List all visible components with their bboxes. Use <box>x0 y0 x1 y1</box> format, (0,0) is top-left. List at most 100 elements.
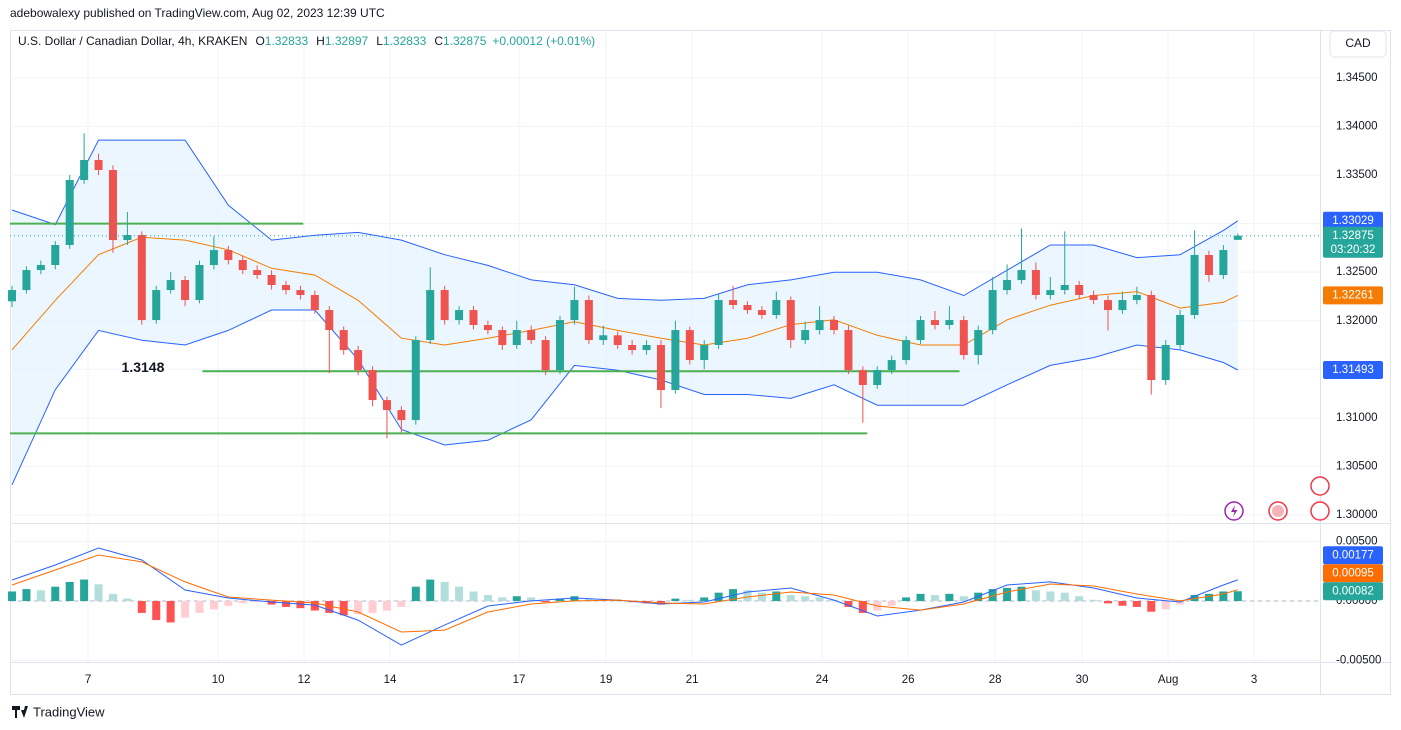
band-fill <box>12 140 1238 485</box>
change-value: +0.00012 (+0.01%) <box>492 34 595 48</box>
candle-body <box>988 290 997 331</box>
candle-body <box>195 264 204 301</box>
y-tick-label: 1.31000 <box>1336 412 1378 424</box>
x-tick-label: 28 <box>989 674 1002 686</box>
histogram-bar <box>858 601 867 613</box>
y-tick-label: 0.00500 <box>1336 535 1378 547</box>
candle-body <box>512 330 521 346</box>
candle-body <box>1233 235 1242 240</box>
ca-flag-icon[interactable] <box>1310 501 1330 521</box>
currency-label[interactable]: CAD <box>1345 36 1371 50</box>
histogram-bar <box>1031 590 1040 602</box>
y-tick-label: -0.00500 <box>1336 655 1381 667</box>
histogram-bar <box>844 601 853 607</box>
us-flag-icon[interactable] <box>1310 476 1330 496</box>
y-tick-label: 1.34000 <box>1336 121 1378 133</box>
candle-body <box>483 325 492 331</box>
candle-body <box>786 300 795 341</box>
histogram-bar <box>166 601 175 623</box>
candle-body <box>108 170 117 241</box>
candle-body <box>354 350 363 371</box>
histogram-bar <box>36 590 45 602</box>
histogram-bar <box>267 601 276 605</box>
candle-body <box>858 370 867 386</box>
candle-body <box>584 300 593 341</box>
candle-body <box>1204 254 1213 275</box>
candle-body <box>411 340 420 421</box>
candle-body <box>916 320 925 341</box>
candle-body <box>1075 284 1084 295</box>
histogram-bar <box>152 601 161 621</box>
band-price-tag: 1.31493 <box>1332 364 1374 376</box>
band-line <box>11 139 1239 301</box>
histogram-bar <box>902 597 911 602</box>
histogram-bar <box>1219 591 1228 602</box>
histogram-bar <box>296 601 305 609</box>
y-tick-label: 1.32500 <box>1336 266 1378 278</box>
histogram-bar <box>671 598 680 602</box>
candle-body <box>368 370 377 401</box>
candle-body <box>51 244 60 265</box>
signal-tag: 0.00095 <box>1332 567 1374 579</box>
histogram-bar <box>498 597 507 602</box>
histogram-bar <box>137 601 146 613</box>
ohlc-value: 1.32875 <box>443 34 487 48</box>
currency-button[interactable] <box>1329 30 1387 58</box>
candle-body <box>930 320 939 326</box>
histogram-bar <box>382 601 391 611</box>
symbol-name: U.S. Dollar / Canadian Dollar, 4h, KRAKE… <box>18 34 247 48</box>
candle-body <box>455 310 464 321</box>
histogram-bar <box>570 596 579 602</box>
candle-body <box>238 260 247 271</box>
histogram-bar <box>253 601 262 603</box>
histogram-bar <box>224 601 233 606</box>
histogram-bar <box>945 593 954 602</box>
histogram-bar <box>108 593 117 602</box>
ohlc-value: 1.32897 <box>325 34 369 48</box>
histogram-bar <box>757 592 766 602</box>
candle-body <box>1161 345 1170 381</box>
candle-body <box>743 305 752 311</box>
y-tick-label: 1.30500 <box>1336 460 1378 472</box>
ohlc-value: 1.32833 <box>383 34 427 48</box>
lightning-icon <box>1231 505 1238 517</box>
histogram-bar <box>1104 601 1113 604</box>
histogram-bar <box>440 581 449 602</box>
histogram-bar <box>1075 596 1084 602</box>
band-price-tag-bg <box>1323 286 1383 305</box>
histogram-bar <box>527 597 536 602</box>
ohlc-label: H <box>316 34 325 48</box>
candle-body <box>1031 270 1040 295</box>
candle-body <box>397 410 406 421</box>
candle-body <box>830 320 839 331</box>
histogram-bar <box>325 601 334 613</box>
histogram-bar <box>483 595 492 602</box>
candle-body <box>556 320 565 371</box>
ohlc-label: C <box>434 34 443 48</box>
last-price-tag: 1.32875 <box>1332 230 1374 242</box>
histogram-bar <box>959 596 968 602</box>
candle-body <box>570 300 579 321</box>
histogram-bar <box>426 579 435 602</box>
candle-body <box>1046 290 1055 295</box>
x-tick-label: 26 <box>902 674 915 686</box>
histogram-bar <box>411 586 420 602</box>
histogram-bar <box>354 601 363 615</box>
histogram-bar <box>8 591 17 602</box>
y-tick-label: 1.34500 <box>1336 72 1378 84</box>
candle-body <box>80 160 89 181</box>
x-tick-label: 3 <box>1251 674 1257 686</box>
candle-body <box>887 360 896 371</box>
macd-tag-bg <box>1323 546 1383 565</box>
level-label: 1.3148 <box>122 359 165 375</box>
candle-body <box>152 290 161 321</box>
candle-body <box>469 310 478 326</box>
histogram-bar <box>310 601 319 611</box>
histogram-bar <box>65 581 74 602</box>
candle-body <box>1060 284 1069 291</box>
candle-body <box>22 270 31 291</box>
band-line <box>11 309 1239 486</box>
candle-body <box>426 290 435 341</box>
symbol-header: U.S. Dollar / Canadian Dollar, 4h, KRAKE… <box>18 34 595 48</box>
